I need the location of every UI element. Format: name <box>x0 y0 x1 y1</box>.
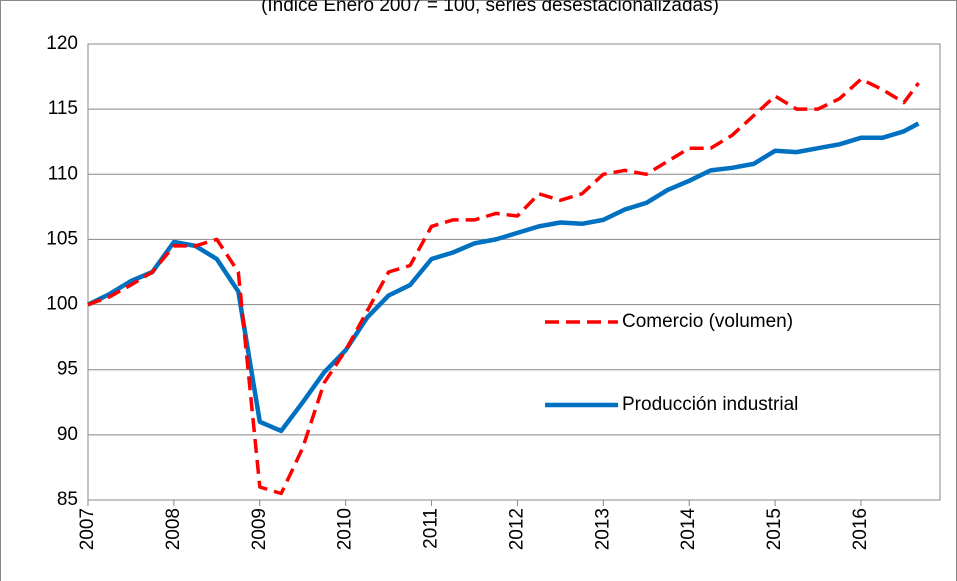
x-tick-label: 2014 <box>678 508 699 551</box>
y-tick-label: 105 <box>46 228 78 249</box>
x-tick-label: 2012 <box>506 508 527 550</box>
x-tick-label: 2009 <box>249 508 270 550</box>
plot-border <box>87 43 941 501</box>
y-tick-label: 120 <box>46 33 78 54</box>
x-tick-label: 2016 <box>850 508 871 550</box>
x-tick-label: 2007 <box>77 508 98 550</box>
series-line <box>87 121 920 434</box>
y-tick-label: 90 <box>57 424 78 445</box>
series-line <box>87 77 920 496</box>
y-tick-label: 110 <box>48 163 78 184</box>
legend-label: Producción industrial <box>622 394 798 415</box>
legend-label: Comercio (volumen) <box>622 311 793 332</box>
x-tick-label: 2010 <box>335 508 356 550</box>
y-tick-label: 95 <box>57 359 78 380</box>
chart-subtitle: (Índice Enero 2007 = 100, series desesta… <box>261 0 719 16</box>
y-tick-label: 100 <box>46 294 78 315</box>
x-tick-label: 2011 <box>421 508 442 549</box>
y-tick-label: 85 <box>57 489 78 510</box>
x-tick-label: 2008 <box>163 508 184 550</box>
y-tick-label: 115 <box>48 98 78 119</box>
x-tick-label: 2015 <box>764 508 785 550</box>
x-tick-label: 2013 <box>592 508 613 550</box>
